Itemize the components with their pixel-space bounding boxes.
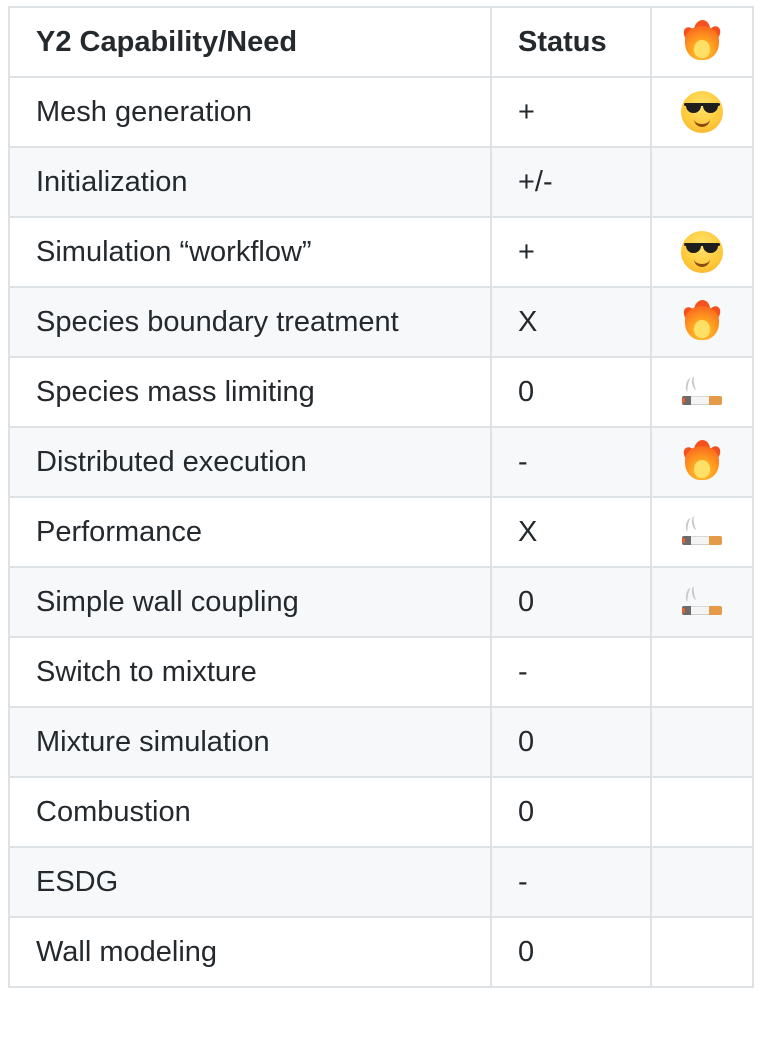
fire-icon bbox=[680, 438, 724, 484]
emoji-cell bbox=[650, 776, 754, 848]
emoji-cell bbox=[650, 146, 754, 218]
status-cell: 0 bbox=[490, 916, 652, 988]
table-row: Species boundary treatment X bbox=[8, 286, 754, 358]
capability-cell: Wall modeling bbox=[8, 916, 492, 988]
status-cell: 0 bbox=[490, 566, 652, 638]
table-body: Mesh generation + Initialization +/- Sim… bbox=[8, 76, 754, 988]
header-capability: Y2 Capability/Need bbox=[8, 6, 492, 78]
capability-cell: Performance bbox=[8, 496, 492, 568]
capability-cell: Simulation “workflow” bbox=[8, 216, 492, 288]
cigarette-icon bbox=[680, 510, 724, 554]
table-row: Mesh generation + bbox=[8, 76, 754, 148]
emoji-cell bbox=[650, 846, 754, 918]
table-row: Simple wall coupling 0 bbox=[8, 566, 754, 638]
table-row: Wall modeling 0 bbox=[8, 916, 754, 988]
emoji-cell bbox=[650, 706, 754, 778]
status-cell: - bbox=[490, 636, 652, 708]
emoji-cell bbox=[650, 216, 754, 288]
table-row: Combustion 0 bbox=[8, 776, 754, 848]
status-cell: +/- bbox=[490, 146, 652, 218]
status-cell: 0 bbox=[490, 776, 652, 848]
capability-cell: Simple wall coupling bbox=[8, 566, 492, 638]
capability-cell: Initialization bbox=[8, 146, 492, 218]
capability-cell: Species boundary treatment bbox=[8, 286, 492, 358]
emoji-cell bbox=[650, 76, 754, 148]
status-cell: X bbox=[490, 286, 652, 358]
fire-icon bbox=[680, 298, 724, 344]
table-row: Species mass limiting 0 bbox=[8, 356, 754, 428]
status-cell: - bbox=[490, 846, 652, 918]
sunglasses-face-icon bbox=[680, 230, 724, 274]
emoji-cell bbox=[650, 286, 754, 358]
cigarette-icon bbox=[680, 580, 724, 624]
table-header-row: Y2 Capability/Need Status bbox=[8, 6, 754, 78]
capability-cell: Mixture simulation bbox=[8, 706, 492, 778]
capability-cell: Distributed execution bbox=[8, 426, 492, 498]
cigarette-icon bbox=[680, 370, 724, 414]
status-cell: + bbox=[490, 216, 652, 288]
table-row: Initialization +/- bbox=[8, 146, 754, 218]
header-status: Status bbox=[490, 6, 652, 78]
emoji-cell bbox=[650, 636, 754, 708]
table-row: Distributed execution - bbox=[8, 426, 754, 498]
table-row: Performance X bbox=[8, 496, 754, 568]
capability-status-table: Y2 Capability/Need Status Mesh generatio… bbox=[8, 6, 754, 988]
table-row: Mixture simulation 0 bbox=[8, 706, 754, 778]
capability-cell: Species mass limiting bbox=[8, 356, 492, 428]
capability-cell: Mesh generation bbox=[8, 76, 492, 148]
status-cell: + bbox=[490, 76, 652, 148]
emoji-cell bbox=[650, 566, 754, 638]
table-row: Simulation “workflow” + bbox=[8, 216, 754, 288]
header-emoji-cell bbox=[650, 6, 754, 78]
capability-table-container: Y2 Capability/Need Status Mesh generatio… bbox=[8, 6, 754, 988]
status-cell: 0 bbox=[490, 706, 652, 778]
capability-cell: ESDG bbox=[8, 846, 492, 918]
status-cell: 0 bbox=[490, 356, 652, 428]
status-cell: - bbox=[490, 426, 652, 498]
emoji-cell bbox=[650, 496, 754, 568]
sunglasses-face-icon bbox=[680, 90, 724, 134]
table-row: Switch to mixture - bbox=[8, 636, 754, 708]
status-cell: X bbox=[490, 496, 652, 568]
capability-cell: Combustion bbox=[8, 776, 492, 848]
emoji-cell bbox=[650, 426, 754, 498]
emoji-cell bbox=[650, 356, 754, 428]
table-row: ESDG - bbox=[8, 846, 754, 918]
capability-cell: Switch to mixture bbox=[8, 636, 492, 708]
fire-icon bbox=[680, 18, 724, 64]
emoji-cell bbox=[650, 916, 754, 988]
